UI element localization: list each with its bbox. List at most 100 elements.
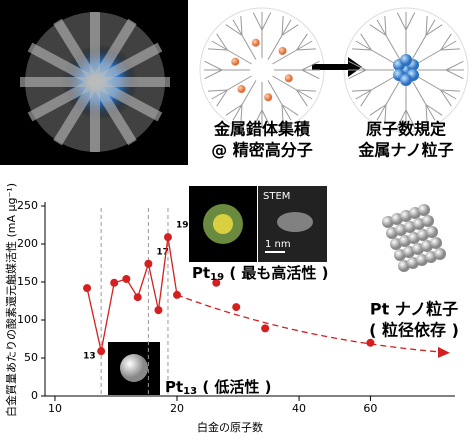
- branch: [440, 89, 461, 92]
- nanoparticle-atom: [426, 226, 438, 238]
- metal-complex: [264, 93, 273, 102]
- branch: [216, 33, 228, 51]
- branch: [272, 75, 313, 100]
- branch: [204, 60, 223, 71]
- branch: [240, 104, 243, 125]
- branch: [281, 15, 284, 36]
- metal-complex: [251, 38, 260, 47]
- branch: [440, 33, 452, 51]
- nanoparticle-atom: [400, 74, 412, 86]
- data-point: [122, 274, 131, 283]
- caption: 原子数規定: [366, 120, 446, 139]
- branch: [425, 24, 443, 36]
- branch: [211, 40, 252, 65]
- branch: [425, 15, 428, 36]
- annotation: ( 粒径依存 ): [369, 321, 459, 340]
- y-tick-label: 200: [17, 237, 38, 250]
- branch: [225, 24, 243, 36]
- branch: [240, 15, 243, 36]
- branch: [405, 109, 416, 128]
- branch: [216, 89, 228, 107]
- stem-label: STEM: [263, 191, 290, 202]
- branch: [232, 80, 257, 121]
- branch: [281, 24, 299, 36]
- data-point: [83, 284, 92, 293]
- branch: [411, 19, 436, 60]
- x-tick-label: 40: [292, 402, 306, 415]
- branch: [440, 48, 461, 51]
- branch: [348, 60, 367, 71]
- branch: [416, 40, 457, 65]
- branch: [351, 89, 372, 92]
- metal-complex: [284, 74, 293, 83]
- branch: [92, 77, 163, 122]
- data-point: [163, 233, 172, 242]
- annotation: Pt19 ( 最も高活性 ): [192, 264, 328, 284]
- branch: [27, 42, 98, 87]
- data-point: [144, 259, 153, 268]
- branch: [211, 75, 252, 100]
- metal-complex: [231, 57, 240, 66]
- branch: [296, 89, 308, 107]
- branch: [27, 77, 98, 122]
- trend-line: [176, 294, 441, 353]
- data-point: [261, 324, 270, 333]
- nanoparticle-atom: [418, 204, 430, 216]
- branch: [396, 109, 407, 128]
- nanoparticle-atom: [434, 248, 446, 260]
- annotation: Pt13 ( 低活性 ): [165, 378, 271, 398]
- branch: [355, 40, 396, 65]
- branch: [351, 48, 372, 51]
- point-label: 13: [83, 352, 96, 362]
- data-point: [110, 278, 119, 287]
- branch: [376, 80, 401, 121]
- branch: [369, 24, 387, 36]
- branch: [425, 104, 428, 125]
- branch: [301, 60, 320, 71]
- y-axis-label: 白金質量あたりの酸素還元触媒活性 (mA μg⁻¹): [4, 183, 18, 417]
- x-tick-label: 20: [170, 402, 184, 415]
- y-tick-label: 250: [17, 199, 38, 212]
- scale-label: 1 nm: [265, 239, 291, 250]
- caption: 金属ナノ粒子: [357, 141, 453, 160]
- y-tick-label: 150: [17, 275, 38, 288]
- branch: [281, 104, 284, 125]
- branch: [272, 40, 313, 65]
- branch: [416, 75, 457, 100]
- caption: 金属錯体集積: [213, 120, 311, 139]
- branch: [405, 12, 416, 31]
- branch: [296, 33, 308, 51]
- data-point: [366, 338, 375, 347]
- caption: @ 精密高分子: [211, 141, 313, 160]
- branch: [384, 15, 387, 36]
- branch: [207, 89, 228, 92]
- branch: [204, 69, 223, 80]
- data-point: [232, 303, 241, 312]
- data-point: [172, 290, 181, 299]
- branch: [411, 80, 436, 121]
- nanoparticle-atom: [422, 215, 434, 227]
- metal-complex: [278, 46, 287, 55]
- branch: [384, 104, 387, 125]
- y-tick-label: 100: [17, 313, 38, 326]
- point-label: 17: [156, 247, 169, 257]
- branch: [90, 79, 137, 146]
- branch: [445, 69, 464, 80]
- branch: [301, 69, 320, 80]
- branch: [281, 104, 299, 116]
- branch: [267, 19, 292, 60]
- nanoparticle-atom: [430, 237, 442, 249]
- branch: [90, 18, 137, 85]
- data-point: [154, 306, 163, 315]
- branch: [267, 80, 292, 121]
- branch: [252, 109, 263, 128]
- branch: [207, 48, 228, 51]
- branch: [445, 60, 464, 71]
- data-point: [97, 347, 106, 356]
- data-point: [212, 278, 221, 287]
- branch: [360, 33, 372, 51]
- branch: [53, 18, 100, 85]
- branch: [396, 12, 407, 31]
